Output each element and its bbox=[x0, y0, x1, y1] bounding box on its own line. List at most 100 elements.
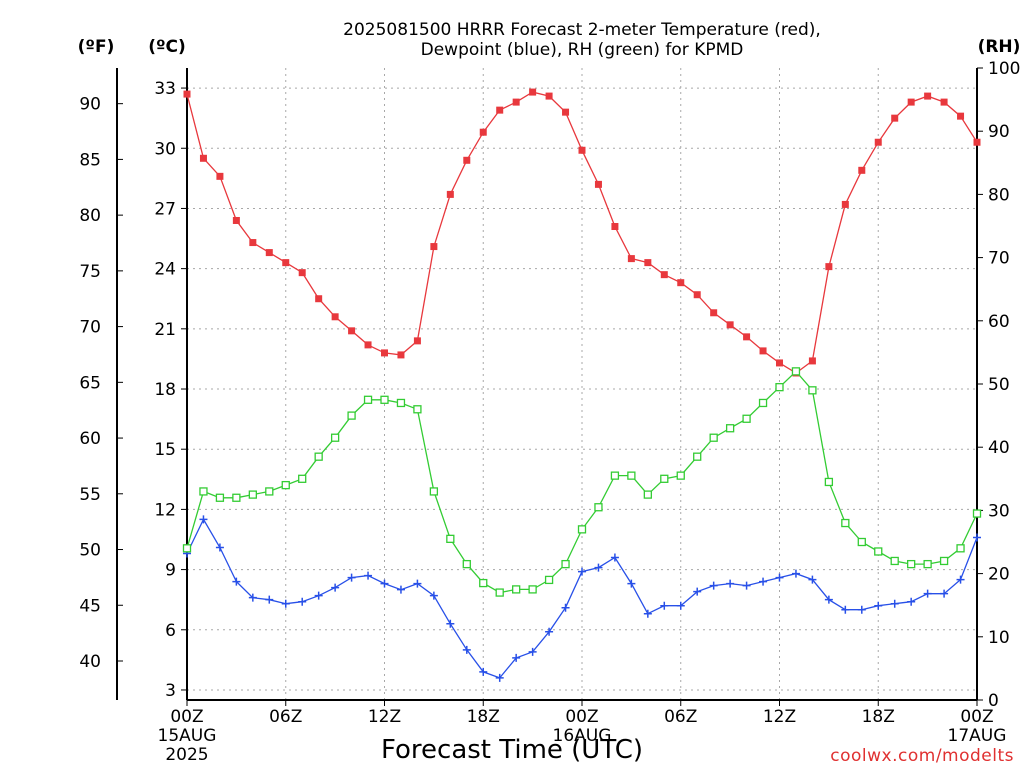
dewpoint-point bbox=[396, 585, 405, 594]
dewpoint-point bbox=[232, 577, 241, 586]
x-tick-label: 18Z bbox=[467, 707, 500, 727]
temperature-point bbox=[512, 98, 520, 106]
dewpoint-point bbox=[742, 581, 751, 590]
temperature-point bbox=[627, 255, 635, 263]
celsius-unit-label: (ºC) bbox=[148, 37, 186, 57]
dewpoint-point bbox=[857, 605, 866, 614]
rh-tick-label: 20 bbox=[988, 565, 1010, 585]
x-tick-label: 00Z bbox=[565, 707, 598, 727]
dewpoint-point bbox=[594, 563, 603, 572]
temperature-point bbox=[562, 108, 570, 116]
rh-tick-label: 70 bbox=[988, 249, 1010, 269]
temperature-point bbox=[282, 259, 290, 267]
rh-point bbox=[907, 559, 916, 569]
fahrenheit-tick-label: 40 bbox=[79, 652, 101, 672]
rh-point bbox=[758, 398, 768, 408]
dewpoint-point bbox=[281, 599, 290, 608]
rh-point bbox=[561, 559, 570, 569]
temperature-point bbox=[693, 291, 701, 299]
rh-point bbox=[939, 556, 949, 566]
rh-point bbox=[594, 503, 603, 512]
temperature-point bbox=[874, 138, 882, 146]
rh-tick-label: 50 bbox=[988, 375, 1010, 395]
rh-point bbox=[890, 556, 899, 566]
dewpoint-point bbox=[874, 601, 883, 610]
rh-point bbox=[363, 395, 373, 404]
x-tick-label: 17AUG bbox=[948, 726, 1007, 746]
rh-point bbox=[512, 585, 521, 594]
dewpoint-point bbox=[973, 533, 981, 542]
temperature-point bbox=[594, 180, 602, 188]
dewpoint-point bbox=[824, 595, 833, 604]
temperature-point bbox=[611, 223, 619, 231]
fahrenheit-tick-label: 55 bbox=[79, 485, 101, 505]
dewpoint-point bbox=[841, 605, 850, 614]
dewpoint-point bbox=[265, 595, 274, 604]
dewpoint-point bbox=[643, 609, 652, 618]
temperature-point bbox=[496, 106, 504, 114]
dewpoint-point bbox=[808, 575, 817, 584]
celsius-tick-label: 15 bbox=[154, 440, 176, 460]
temperature-point bbox=[545, 92, 553, 100]
rh-point bbox=[544, 575, 554, 585]
temperature-point bbox=[940, 98, 948, 106]
dewpoint-point bbox=[364, 571, 373, 580]
x-tick-label: 2025 bbox=[165, 745, 208, 765]
temperature-point bbox=[891, 114, 899, 122]
rh-tick-label: 10 bbox=[988, 628, 1010, 648]
grid-layer bbox=[187, 68, 977, 700]
rh-point bbox=[528, 585, 537, 594]
temperature-point bbox=[397, 351, 405, 359]
rh-point bbox=[232, 493, 241, 502]
dewpoint-point bbox=[380, 579, 389, 588]
rh-tick-label: 30 bbox=[988, 501, 1010, 521]
dewpoint-point bbox=[890, 599, 899, 608]
fahrenheit-tick-label: 65 bbox=[79, 373, 101, 393]
fahrenheit-unit-label: (ºF) bbox=[78, 37, 115, 57]
rh-point bbox=[643, 490, 652, 499]
dewpoint-point bbox=[627, 579, 636, 588]
temperature-point bbox=[216, 172, 224, 180]
celsius-tick-label: 3 bbox=[165, 681, 176, 701]
dewpoint-point bbox=[199, 515, 208, 524]
dewpoint-point bbox=[545, 627, 554, 636]
rh-point bbox=[182, 544, 192, 553]
dewpoint-point bbox=[462, 645, 471, 654]
x-tick-label: 18Z bbox=[862, 707, 895, 727]
rh-tick-label: 0 bbox=[988, 691, 999, 711]
dewpoint-point bbox=[726, 579, 735, 588]
fahrenheit-tick-label: 75 bbox=[79, 262, 101, 282]
dewpoint-point bbox=[215, 543, 224, 552]
dewpoint-point bbox=[347, 573, 356, 582]
rh-point bbox=[627, 471, 636, 480]
temperature-point bbox=[199, 154, 207, 162]
rh-tick-label: 80 bbox=[988, 185, 1010, 205]
dewpoint-point bbox=[676, 601, 685, 610]
dewpoint-point bbox=[660, 601, 669, 610]
temperature-point bbox=[479, 128, 487, 136]
rh-point bbox=[742, 414, 751, 423]
rh-tick-label: 90 bbox=[988, 122, 1010, 142]
rh-point bbox=[281, 480, 290, 490]
temperature-point bbox=[660, 271, 668, 279]
rh-point bbox=[330, 433, 340, 442]
fahrenheit-tick-label: 45 bbox=[79, 596, 101, 616]
dewpoint-point bbox=[610, 553, 619, 562]
temperature-point bbox=[776, 359, 783, 367]
rh-point bbox=[824, 477, 834, 487]
dewpoint-point bbox=[693, 587, 702, 596]
temperature-point bbox=[364, 341, 372, 349]
x-tick-label: 12Z bbox=[368, 707, 401, 727]
rh-point bbox=[709, 433, 718, 442]
celsius-tick-label: 24 bbox=[154, 260, 176, 280]
celsius-tick-label: 12 bbox=[154, 500, 176, 520]
rh-point bbox=[610, 471, 620, 480]
rh-point bbox=[791, 367, 801, 376]
x-axis-label: Forecast Time (UTC) bbox=[381, 735, 643, 765]
rh-point bbox=[495, 588, 504, 597]
x-tick-label: 12Z bbox=[763, 707, 796, 727]
fahrenheit-tick-label: 85 bbox=[79, 150, 101, 170]
temperature-point bbox=[907, 98, 915, 106]
chart-title: 2025081500 HRRR Forecast 2-meter Tempera… bbox=[343, 20, 821, 60]
dewpoint-point bbox=[759, 577, 768, 586]
